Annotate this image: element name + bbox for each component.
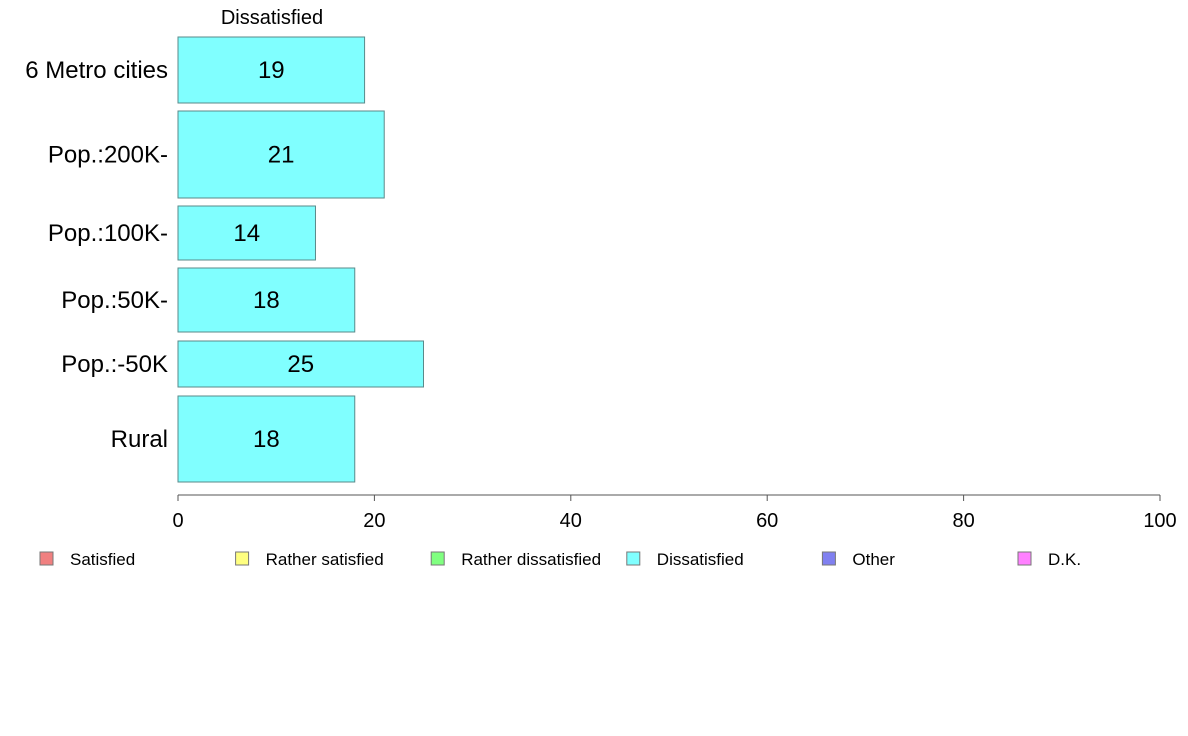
category-label: Rural [111, 426, 168, 453]
bar [177, 340, 424, 388]
legend-swatch [235, 551, 250, 566]
x-axis: 0 20 40 60 80 100 [172, 494, 1177, 532]
legend: Satisfied Rather satisfied Rather dissatis… [39, 550, 1081, 569]
x-tick-label: 0 [172, 510, 183, 532]
bar [177, 267, 356, 333]
bar-value-label: 18 [253, 287, 280, 314]
legend-swatch [39, 551, 54, 566]
category-label: Pop.:50K- [61, 287, 168, 314]
bars-layer: 6 Metro cities 19 Pop.:200K- 21 Pop.:100K- 14… [25, 36, 424, 483]
legend-label: Satisfied [70, 550, 135, 569]
bar-value-label: 19 [258, 57, 285, 84]
legend-label: Rather satisfied [266, 550, 384, 569]
legend-swatch [1017, 551, 1032, 566]
legend-label: Other [852, 550, 895, 569]
x-tick-label: 80 [952, 510, 974, 532]
category-label: Pop.:200K- [48, 142, 168, 169]
bar [177, 110, 385, 199]
bar [177, 205, 316, 261]
bar-value-label: 18 [253, 426, 280, 453]
x-tick-label: 100 [1143, 510, 1176, 532]
bar [177, 395, 356, 483]
legend-label: Rather dissatisfied [461, 550, 601, 569]
legend-swatch [430, 551, 445, 566]
category-label: 6 Metro cities [25, 57, 168, 84]
panel-title: Dissatisfied [221, 7, 323, 29]
bar-value-label: 21 [268, 142, 295, 169]
bar-value-label: 14 [233, 220, 260, 247]
x-tick-label: 40 [560, 510, 582, 532]
category-label: Pop.:-50K [61, 351, 168, 378]
bar-value-label: 25 [287, 351, 314, 378]
bar [177, 36, 366, 104]
x-tick-label: 20 [363, 510, 385, 532]
legend-label: D.K. [1048, 550, 1081, 569]
x-tick-label: 60 [756, 510, 778, 532]
legend-swatch [626, 551, 641, 566]
legend-label: Dissatisfied [657, 550, 744, 569]
legend-swatch [821, 551, 836, 566]
category-label: Pop.:100K- [48, 220, 168, 247]
